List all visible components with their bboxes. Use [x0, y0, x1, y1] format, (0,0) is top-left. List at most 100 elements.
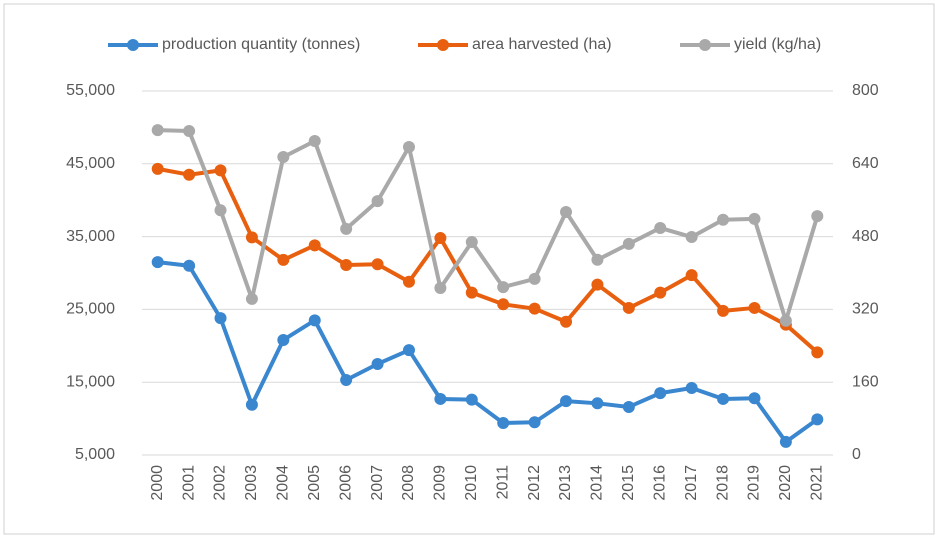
x-tick-label: 2000: [149, 465, 166, 501]
point: [622, 400, 635, 413]
y-tick-label: 45,000: [66, 155, 115, 172]
point: [183, 259, 196, 272]
point: [183, 168, 196, 181]
x-tick-label: 2018: [714, 465, 731, 501]
point: [685, 382, 698, 395]
point: [622, 237, 635, 250]
y2-tick-label: 800: [852, 82, 879, 99]
point: [497, 281, 510, 294]
point: [591, 397, 604, 410]
point: [685, 231, 698, 244]
point: [717, 304, 730, 317]
y-tick-label: 55,000: [66, 82, 115, 99]
y2-tick-label: 0: [852, 446, 861, 463]
point: [434, 232, 447, 245]
y-tick-label: 25,000: [66, 301, 115, 318]
point: [308, 135, 321, 148]
point: [811, 413, 824, 426]
y-tick-label: 35,000: [66, 228, 115, 245]
x-tick-label: 2019: [746, 465, 763, 501]
x-tick-label: 2014: [589, 465, 606, 501]
point: [465, 393, 478, 406]
point: [622, 301, 635, 314]
point: [811, 210, 824, 223]
x-tick-label: 2004: [275, 465, 292, 501]
point: [685, 269, 698, 282]
legend-marker: [127, 39, 139, 51]
chart-frame: [3, 3, 935, 535]
point: [402, 275, 415, 288]
y2-tick-label: 480: [852, 228, 879, 245]
point: [371, 195, 384, 208]
point: [402, 344, 415, 357]
y2-tick-label: 320: [852, 301, 879, 318]
point: [528, 302, 541, 315]
point: [497, 416, 510, 429]
point: [214, 204, 227, 217]
point: [654, 221, 667, 234]
point: [245, 398, 258, 411]
point: [465, 236, 478, 249]
x-tick-label: 2016: [651, 465, 668, 501]
point: [183, 125, 196, 138]
x-tick-label: 2001: [180, 465, 197, 501]
x-tick-label: 2002: [212, 465, 229, 501]
point: [748, 392, 761, 405]
x-tick-label: 2015: [620, 465, 637, 501]
point: [245, 231, 258, 244]
x-tick-label: 2005: [306, 465, 323, 501]
point: [654, 286, 667, 299]
legend-label: area harvested (ha): [472, 36, 612, 53]
point: [748, 212, 761, 225]
x-tick-label: 2006: [337, 465, 354, 501]
x-tick-label: 2021: [809, 465, 826, 501]
point: [497, 298, 510, 311]
y2-tick-label: 640: [852, 155, 879, 172]
series-line: [157, 166, 819, 354]
point: [340, 258, 353, 271]
point: [151, 162, 164, 175]
legend-marker: [699, 39, 711, 51]
point: [371, 358, 384, 370]
point: [717, 213, 730, 226]
point: [151, 124, 164, 137]
point: [591, 278, 604, 291]
point: [779, 435, 792, 448]
point: [214, 312, 227, 325]
x-tick-label: 2013: [557, 465, 574, 501]
x-tick-label: 2009: [432, 465, 449, 501]
point: [308, 314, 321, 327]
point: [151, 256, 164, 269]
series-line: [157, 260, 819, 444]
point: [779, 314, 792, 327]
legend-label: yield (kg/ha): [734, 36, 821, 53]
point: [245, 292, 258, 305]
point: [277, 253, 290, 266]
point: [811, 346, 824, 359]
y2-tick-label: 160: [852, 373, 879, 390]
point: [371, 258, 384, 271]
legend-marker: [437, 39, 449, 51]
series-line: [157, 128, 820, 323]
point: [340, 222, 353, 235]
x-tick-label: 2012: [526, 465, 543, 501]
point: [214, 164, 227, 177]
x-tick-label: 2007: [369, 465, 386, 501]
x-tick-label: 2020: [777, 465, 794, 501]
point: [560, 206, 573, 219]
x-tick-label: 2017: [683, 465, 700, 501]
x-tick-label: 2011: [494, 465, 511, 500]
point: [434, 282, 447, 295]
y-tick-label: 5,000: [75, 446, 115, 463]
point: [308, 239, 321, 252]
point: [434, 392, 447, 405]
x-tick-label: 2008: [400, 465, 417, 501]
point: [654, 387, 667, 400]
legend-label: production quantity (tonnes): [162, 36, 360, 53]
point: [277, 333, 290, 346]
x-tick-label: 2003: [243, 465, 260, 501]
point: [528, 416, 541, 429]
point: [528, 272, 541, 285]
point: [560, 315, 573, 328]
